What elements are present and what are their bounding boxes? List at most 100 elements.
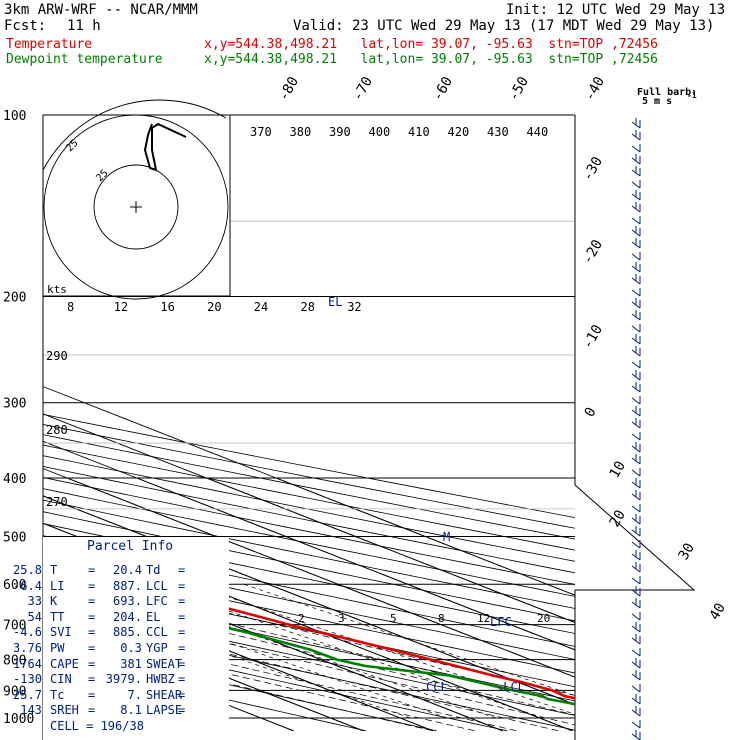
isotherm-label: -80 — [276, 74, 303, 104]
isotherm — [43, 478, 694, 732]
legend-temperature-info: x,y=544.38,498.21 lat,lon= 39.07, -95.63… — [204, 37, 658, 52]
pressure-label: 100 — [3, 109, 26, 124]
parcel-k2: LFC — [146, 594, 168, 609]
parcel-k2: EL — [146, 609, 161, 624]
sounding-dewpoint-temperature — [43, 579, 575, 706]
parcel-eq: = — [88, 703, 96, 718]
forecast-label: Fcst: — [4, 18, 47, 34]
wind-barb — [631, 562, 641, 573]
isotherm-label: -70 — [350, 74, 377, 104]
parcel-eq: = — [178, 703, 186, 718]
parcel-eq: = — [88, 656, 96, 671]
parcel-v1: 1764 — [13, 656, 42, 671]
dry-adiabat — [43, 599, 575, 716]
parcel-v2: 20.4 — [113, 563, 142, 577]
parcel-k1: CIN — [50, 672, 72, 687]
theta-label: 270 — [46, 495, 68, 509]
wind-barb — [631, 432, 641, 441]
wind-barb — [631, 154, 641, 165]
theta-label: 390 — [329, 125, 351, 139]
isotherm — [43, 478, 503, 732]
parcel-row: PW = 3.76 YGP = 0.3 — [13, 640, 185, 657]
parcel-v1: -4.6 — [13, 625, 42, 640]
dry-adiabat — [43, 477, 575, 585]
parcel-k2: CCL — [146, 625, 168, 640]
wind-barb — [631, 706, 641, 717]
wind-barb — [631, 670, 641, 681]
parcel-row: K = 33 LFC = 693. — [27, 594, 185, 610]
isotherm — [43, 413, 575, 624]
parcel-k2: Td — [146, 563, 161, 577]
moist-adiabat — [43, 589, 575, 716]
parcel-v1: 33 — [27, 594, 42, 609]
hodograph-ring — [43, 114, 229, 300]
parcel-row: Tc = 25.7 SHEAR = 7. — [13, 687, 185, 704]
parcel-k1: K — [50, 594, 58, 609]
ccl-marker: CCL — [426, 680, 448, 694]
mixing-ratio-label: 20 — [537, 612, 550, 625]
parcel-v2: 885. — [113, 625, 142, 640]
hodograph-trace — [143, 122, 187, 172]
parcel-row: SREH = 143 LAPSE = 8.1 — [20, 703, 185, 719]
m-marker: M — [443, 530, 450, 544]
parcel-eq: = — [178, 594, 186, 609]
isotherm-label: 40 — [707, 600, 729, 623]
wind-barb — [631, 144, 641, 153]
parcel-v2: 204. — [113, 609, 142, 624]
moist-adiabat — [43, 620, 517, 732]
dry-adiabat — [43, 613, 575, 731]
wind-barb — [631, 576, 641, 585]
wind-barb — [631, 586, 641, 597]
wind-barb — [631, 346, 641, 357]
parcel-row: CIN = -130 HWBZ = 3979. — [13, 672, 185, 688]
pressure-label: 500 — [3, 530, 26, 545]
lfc-marker: LFC — [490, 615, 512, 629]
wind-barb — [631, 324, 641, 333]
wind-barb — [631, 550, 641, 561]
wind-barb — [631, 274, 641, 285]
parcel-row: CAPE = 1764 SWEAT = 381 — [13, 656, 185, 673]
wind-barb — [631, 442, 641, 453]
wind-barb — [631, 694, 641, 705]
wind-barb — [631, 252, 641, 261]
isotherm-label: -50 — [506, 74, 533, 104]
dry-adiabat — [43, 586, 575, 702]
parcel-v1: 3.76 — [13, 640, 42, 655]
parcel-v2: 7. — [127, 687, 142, 702]
wind-barb — [631, 130, 641, 141]
dry-adiabat — [43, 488, 575, 597]
parcel-eq: = — [178, 640, 186, 655]
parcel-eq: = — [178, 672, 186, 687]
isotherm-label: -30 — [580, 154, 607, 184]
parcel-eq: = — [88, 687, 96, 702]
theta-label: 380 — [290, 125, 312, 139]
pressure-label: 600 — [3, 578, 26, 593]
wind-barb — [631, 180, 641, 189]
parcel-k1: TT — [50, 609, 65, 624]
parcel-eq: = — [178, 563, 186, 577]
parcel-k1: SVI — [50, 625, 72, 640]
hodograph-units: kts — [47, 283, 67, 296]
parcel-eq: = — [88, 625, 96, 640]
moist-adiabat — [43, 640, 433, 732]
wind-barb — [631, 634, 641, 645]
wind-barb — [631, 298, 641, 309]
parcel-v2: 0.3 — [120, 640, 142, 655]
parcel-eq: = — [88, 594, 96, 609]
wind-barb — [631, 598, 641, 609]
theta-label: 290 — [46, 349, 68, 363]
dry-adiabat — [43, 511, 575, 622]
mixing-ratio-label: 5 — [390, 612, 397, 625]
theta-label: 280 — [46, 423, 68, 437]
pressure-label: 900 — [3, 684, 26, 699]
parcel-k1: CAPE — [50, 656, 79, 671]
wind-barb — [631, 226, 641, 237]
isotherm-label: -20 — [580, 237, 607, 267]
isotherm-label: 10 — [607, 458, 629, 481]
wind-barb — [631, 612, 641, 621]
hodograph-scale-label: 24 — [254, 300, 268, 314]
wind-barb — [631, 202, 641, 213]
parcel-v2: 693. — [113, 594, 142, 609]
wind-barb — [631, 720, 641, 729]
pressure-label: 700 — [3, 619, 26, 634]
